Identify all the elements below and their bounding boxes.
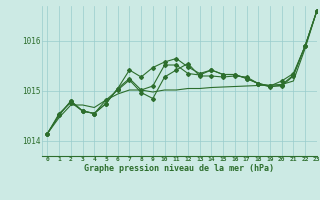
X-axis label: Graphe pression niveau de la mer (hPa): Graphe pression niveau de la mer (hPa): [84, 164, 274, 173]
